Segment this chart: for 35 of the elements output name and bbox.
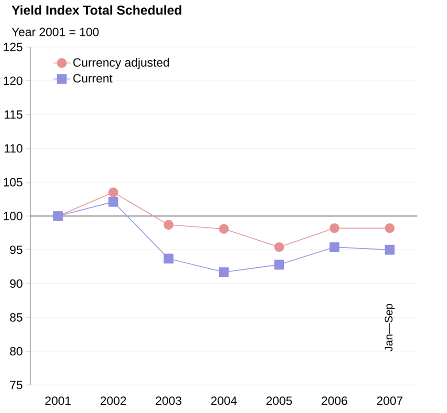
legend-label: Current xyxy=(73,74,112,83)
point xyxy=(330,242,340,252)
x-tick-label: 2003 xyxy=(156,396,182,405)
chart-title: Yield Index Total Scheduled xyxy=(12,5,182,15)
point xyxy=(164,220,174,230)
x-tick-label: 2001 xyxy=(45,396,71,405)
chart-subtitle: Year 2001 = 100 xyxy=(12,28,99,36)
point xyxy=(384,244,395,255)
point xyxy=(164,254,174,264)
y-tick-label: 95 xyxy=(10,246,22,254)
point xyxy=(330,223,340,234)
annotation: Jan—Sep xyxy=(384,304,395,352)
point xyxy=(108,196,118,207)
y-tick-label: 125 xyxy=(4,42,22,52)
x-tick-label: 2007 xyxy=(377,396,402,405)
point xyxy=(274,242,284,252)
point xyxy=(218,267,229,278)
y-tick-label: 110 xyxy=(4,144,22,153)
point xyxy=(218,224,229,234)
y-tick-label: 85 xyxy=(10,313,22,322)
y-tick-label: 120 xyxy=(4,76,22,86)
x-tick-label: 2006 xyxy=(322,396,348,405)
y-tick-label: 115 xyxy=(4,110,22,119)
y-tick-label: 75 xyxy=(10,380,22,390)
legend-label: Currency adjusted xyxy=(73,58,169,70)
y-tick-label: 80 xyxy=(10,346,22,356)
point xyxy=(108,187,118,198)
x-tick-label: 2002 xyxy=(100,396,126,405)
y-tick-label: 105 xyxy=(4,178,22,186)
y-tick-label: 90 xyxy=(10,279,22,288)
x-tick-label: 2005 xyxy=(266,396,292,405)
point xyxy=(274,260,284,270)
x-tick-label: 2004 xyxy=(211,396,237,405)
point xyxy=(384,223,395,234)
y-tick-label: 100 xyxy=(4,212,22,220)
